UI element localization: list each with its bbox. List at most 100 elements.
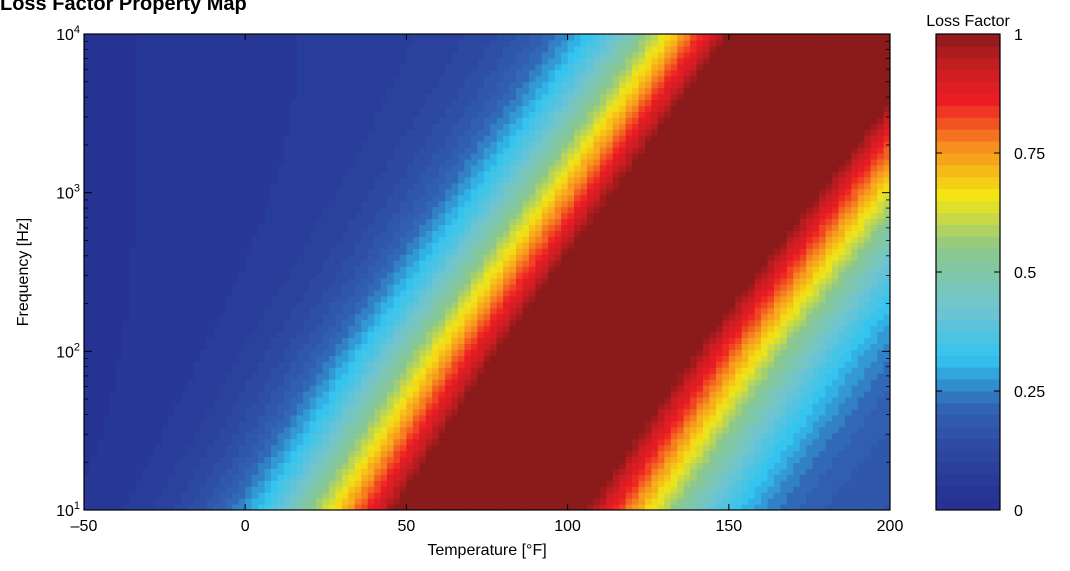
heat-cell	[245, 272, 253, 279]
heat-cell	[470, 319, 478, 327]
heat-cell	[831, 408, 840, 416]
heat-cell	[548, 432, 556, 440]
heat-cell	[593, 462, 601, 469]
heat-cell	[84, 486, 92, 493]
heat-cell	[135, 367, 143, 374]
heat-cell	[167, 504, 175, 510]
heat-cell	[773, 426, 781, 434]
heat-cell	[741, 289, 749, 297]
heat-cell	[580, 486, 588, 493]
heat-cell	[503, 325, 511, 333]
heat-cell	[503, 349, 511, 356]
heat-cell	[586, 277, 594, 285]
heat-cell	[322, 408, 330, 416]
heat-cell	[380, 283, 388, 291]
heat-cell	[773, 319, 781, 327]
heat-cell	[728, 438, 736, 446]
heat-cell	[767, 438, 775, 446]
heat-cell	[715, 295, 723, 303]
heat-cell	[90, 504, 98, 510]
heat-cell	[432, 498, 440, 505]
heat-cell	[528, 438, 536, 446]
heat-cell	[651, 498, 659, 505]
heat-cell	[361, 474, 369, 481]
heat-cell	[174, 367, 182, 374]
heat-cell	[361, 396, 369, 404]
heat-cell	[741, 426, 749, 434]
heat-cell	[212, 319, 221, 327]
heat-cell	[425, 426, 433, 434]
heat-cell	[367, 492, 375, 499]
heat-cell	[258, 385, 266, 392]
heat-cell	[361, 355, 369, 362]
heat-cell	[109, 301, 117, 309]
heat-cell	[354, 313, 362, 321]
heat-cell	[238, 301, 246, 309]
heat-cell	[348, 426, 356, 434]
heat-cell	[844, 420, 852, 428]
heat-cell	[541, 313, 549, 321]
heat-cell	[103, 396, 111, 404]
heat-cell	[554, 349, 562, 356]
heat-cell	[793, 373, 801, 380]
heat-cell	[528, 474, 536, 481]
heat-cell	[432, 349, 440, 356]
heat-cell	[309, 277, 317, 285]
heat-cell	[387, 438, 395, 446]
heat-cell	[451, 391, 459, 398]
heat-cell	[109, 283, 117, 291]
heat-cell	[219, 277, 227, 285]
heat-cell	[683, 468, 691, 475]
heat-cell	[877, 396, 885, 404]
heat-cell	[632, 396, 640, 404]
heat-cell	[477, 307, 485, 315]
heat-cell	[509, 450, 517, 458]
heat-cell	[664, 402, 672, 410]
heat-cell	[722, 355, 730, 362]
heat-cell	[825, 301, 833, 309]
heat-cell	[406, 492, 414, 499]
heat-cell	[580, 289, 588, 297]
heat-cell	[864, 450, 872, 458]
heat-cell	[445, 402, 453, 410]
heat-cell	[535, 480, 543, 487]
heat-cell	[535, 498, 543, 505]
heat-cell	[754, 498, 762, 505]
heat-cell	[509, 301, 517, 309]
heat-cell	[709, 414, 717, 422]
heat-cell	[348, 468, 356, 475]
heat-cell	[619, 450, 627, 458]
heat-cell	[335, 337, 343, 344]
heat-cell	[664, 480, 672, 487]
heat-cell	[290, 444, 298, 452]
heat-cell	[522, 444, 530, 452]
heat-cell	[187, 402, 195, 410]
heat-cell	[109, 444, 117, 452]
heat-cell	[225, 414, 233, 422]
heat-cell	[174, 319, 182, 327]
heat-cell	[206, 504, 214, 510]
heat-cell	[477, 385, 485, 392]
heat-cell	[103, 373, 111, 380]
heat-cell	[851, 426, 859, 434]
heat-cell	[780, 426, 788, 434]
heat-cell	[200, 355, 208, 362]
heat-cell	[670, 414, 678, 422]
heat-cell	[535, 313, 543, 321]
heat-cell	[516, 331, 524, 339]
heat-cell	[593, 480, 601, 487]
heat-cell	[567, 277, 575, 285]
heat-cell	[90, 462, 98, 469]
heat-cell	[316, 432, 324, 440]
heat-cell	[580, 337, 588, 344]
heat-cell	[96, 349, 104, 356]
heat-cell	[277, 396, 285, 404]
heat-cell	[464, 504, 472, 510]
heat-cell	[857, 379, 865, 386]
heat-cell	[187, 480, 195, 487]
heat-cell	[838, 313, 846, 321]
heat-cell	[767, 408, 775, 416]
heat-cell	[548, 272, 556, 279]
heat-cell	[715, 498, 723, 505]
heat-cell	[277, 277, 285, 285]
